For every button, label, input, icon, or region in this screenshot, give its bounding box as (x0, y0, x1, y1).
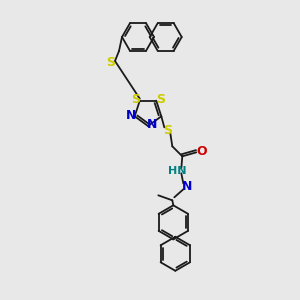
Text: HN: HN (168, 166, 187, 176)
Text: N: N (182, 180, 193, 193)
Text: S: S (106, 56, 116, 70)
Text: N: N (147, 118, 157, 131)
Text: S: S (131, 93, 140, 106)
Text: S: S (163, 124, 172, 137)
Text: O: O (196, 145, 207, 158)
Text: N: N (125, 109, 136, 122)
Text: S: S (156, 93, 165, 106)
